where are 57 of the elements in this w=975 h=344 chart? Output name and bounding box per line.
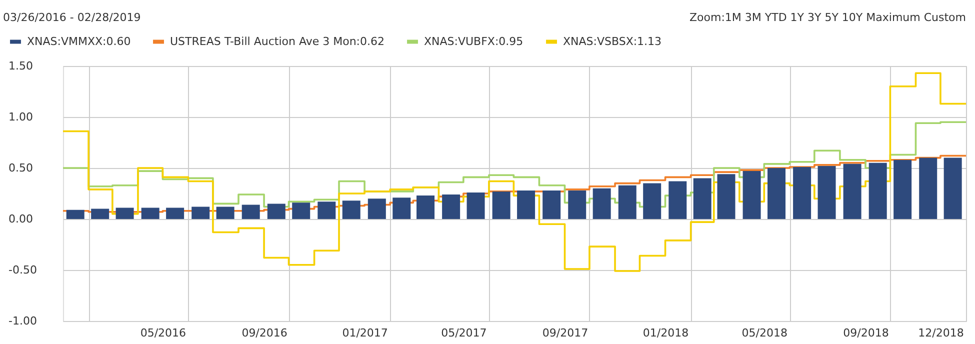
- x-tick-label: 09/2018: [843, 326, 889, 340]
- bar: [416, 196, 435, 219]
- bar: [368, 198, 386, 219]
- bar: [643, 183, 662, 219]
- bar: [717, 174, 736, 219]
- bar: [66, 210, 84, 219]
- x-tick-label: 01/2018: [642, 326, 689, 340]
- bar: [242, 204, 260, 219]
- bar: [868, 162, 887, 219]
- bar: [267, 204, 286, 219]
- x-tick-label: 09/2016: [242, 326, 288, 340]
- x-tick-label: 05/2016: [140, 326, 186, 340]
- bar: [592, 188, 611, 219]
- bar: [843, 164, 862, 219]
- legend-label: XNAS:VSBSX:1.13: [563, 34, 662, 48]
- x-tick-label: 01/2017: [342, 326, 388, 340]
- bar: [192, 206, 210, 219]
- bar: [793, 166, 812, 219]
- bar: [166, 208, 184, 219]
- bar: [466, 192, 485, 219]
- bar: [768, 168, 786, 219]
- x-tick-label: 09/2017: [542, 326, 588, 340]
- bar: [318, 202, 336, 219]
- x-tick-label: 05/2017: [441, 326, 487, 340]
- bar: [618, 185, 636, 219]
- bar: [919, 158, 938, 219]
- bar: [342, 200, 360, 219]
- text: Zoom:1M 3M YTD 1Y 3Y 5Y 10Y Maximum Custom: [690, 11, 966, 24]
- bar: [818, 166, 836, 219]
- y-tick-label: 1.00: [8, 110, 33, 124]
- bar: [742, 171, 761, 219]
- legend-label: XNAS:VUBFX:0.95: [424, 34, 524, 48]
- x-tick-label: 05/2018: [742, 326, 788, 340]
- x-tick-label: 12/2018: [918, 326, 964, 340]
- bar: [292, 202, 310, 219]
- y-tick-label: 0.00: [8, 212, 33, 226]
- bar: [517, 190, 536, 219]
- bar: [442, 194, 460, 219]
- bar: [542, 190, 561, 219]
- bar: [392, 198, 411, 219]
- bar: [568, 190, 586, 219]
- legend-label: XNAS:VMMXX:0.60: [27, 34, 131, 48]
- bar: [693, 178, 712, 219]
- bar: [216, 206, 234, 219]
- bar: [91, 208, 110, 219]
- y-tick-label: 0.50: [8, 162, 33, 174]
- y-tick-label: -1.00: [8, 314, 37, 328]
- y-tick-label: 1.50: [8, 60, 33, 72]
- bar: [944, 158, 962, 219]
- y-tick-label: -0.50: [8, 264, 37, 276]
- bar: [116, 208, 134, 219]
- bar: [894, 160, 912, 219]
- bar: [492, 191, 510, 219]
- legend-label: USTREAS T-Bill Auction Ave 3 Mon:0.62: [170, 34, 384, 48]
- text: 03/26/2016 - 02/28/2019: [3, 11, 141, 24]
- bar: [141, 208, 160, 219]
- bar: [668, 181, 687, 219]
